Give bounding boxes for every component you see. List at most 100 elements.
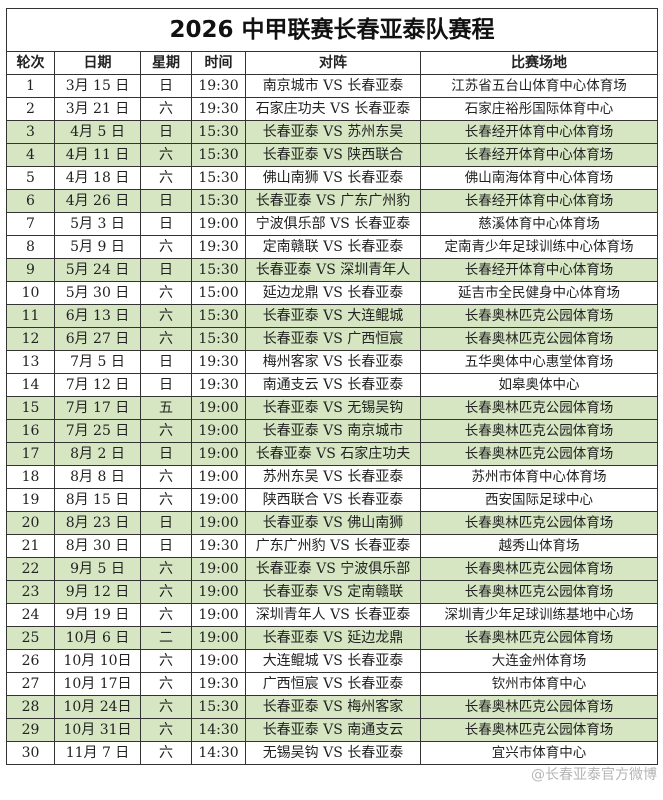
cell-match: 长春亚泰 VS 延边龙鼎 [245,626,421,650]
cell-round: 25 [6,626,55,650]
cell-match: 长春亚泰 VS 广东广州豹 [245,189,421,213]
cell-venue: 长春经开体育中心体育场 [419,120,659,144]
header-round: 轮次 [6,51,55,75]
cell-round: 18 [6,465,55,489]
cell-venue: 长春奥林匹克公园体育场 [419,718,659,742]
cell-round: 9 [6,258,55,282]
cell-round: 5 [6,166,55,190]
cell-weekday: 五 [140,396,192,420]
cell-time: 19:00 [191,626,246,650]
cell-round: 30 [6,741,55,765]
cell-time: 19:30 [191,534,246,558]
cell-date: 9月 19 日 [54,603,141,627]
table-row: 30 11月 7 日六 14:30 无锡吴钩 VS 长春亚泰 宜兴市体育中心 [6,741,659,765]
cell-time: 15:30 [191,189,246,213]
cell-time: 19:00 [191,419,246,443]
cell-date: 5月 9 日 [54,235,141,259]
cell-match: 长春亚泰 VS 苏州东吴 [245,120,421,144]
cell-weekday: 六 [140,166,192,190]
cell-date: 7月 12 日 [54,373,141,397]
cell-date: 8月 8 日 [54,465,141,489]
table-row: 18 8月 8 日六 19:00 苏州东吴 VS 长春亚泰 苏州市体育中心体育场 [6,465,659,489]
table-row: 5 4月 18 日六 15:30 佛山南狮 VS 长春亚泰 佛山南海体育中心体育场 [6,166,659,190]
cell-time: 14:30 [191,718,246,742]
cell-match: 大连鲲城 VS 长春亚泰 [245,649,421,673]
cell-date: 5月 3 日 [54,212,141,236]
table-row: 24 9月 19 日六 19:00 深圳青年人 VS 长春亚泰 深圳青少年足球训练基地中… [6,603,659,627]
cell-date: 10月 6 日 [54,626,141,650]
table-row: 7 5月 3 日日 19:00 宁波俱乐部 VS 长春亚泰 慈溪体育中心体育场 [6,212,659,236]
cell-match: 佛山南狮 VS 长春亚泰 [245,166,421,190]
cell-venue: 江苏省五台山体育中心体育场 [419,74,659,98]
cell-venue: 长春经开体育中心体育场 [419,189,659,213]
table-row: 26 10月 10日六 19:00 大连鲲城 VS 长春亚泰 大连金州体育场 [6,649,659,673]
table-row: 23 9月 12 日六 19:00 长春亚泰 VS 定南赣联 长春奥林匹克公园体育场 [6,580,659,604]
cell-match: 南京城市 VS 长春亚泰 [245,74,421,98]
cell-venue: 长春奥林匹克公园体育场 [419,304,659,328]
table-row: 2 3月 21 日六 19:30 石家庄功夫 VS 长春亚泰 石家庄裕彤国际体育中心 [6,97,659,121]
cell-weekday: 日 [140,350,192,374]
cell-date: 8月 23 日 [54,511,141,535]
table-row: 22 9月 5 日六 19:00 长春亚泰 VS 宁波俱乐部 长春奥林匹克公园体育场 [6,557,659,581]
table-row: 14 7月 12 日日 19:30 南通支云 VS 长春亚泰 如皋奥体中心 [6,373,659,397]
cell-time: 19:00 [191,488,246,512]
header-date: 日期 [54,51,141,75]
table-row: 3 4月 5 日日 15:30 长春亚泰 VS 苏州东吴 长春经开体育中心体育场 [6,120,659,144]
cell-round: 11 [6,304,55,328]
cell-weekday: 六 [140,488,192,512]
cell-date: 10月 17日 [54,672,141,696]
cell-round: 27 [6,672,55,696]
cell-venue: 石家庄裕彤国际体育中心 [419,97,659,121]
cell-date: 4月 26 日 [54,189,141,213]
cell-round: 19 [6,488,55,512]
cell-venue: 西安国际足球中心 [419,488,659,512]
cell-weekday: 六 [140,695,192,719]
cell-match: 宁波俱乐部 VS 长春亚泰 [245,212,421,236]
cell-weekday: 六 [140,465,192,489]
cell-weekday: 六 [140,281,192,305]
cell-match: 长春亚泰 VS 石家庄功夫 [245,442,421,466]
cell-time: 19:00 [191,396,246,420]
table-row: 1 3月 15 日日 19:30 南京城市 VS 长春亚泰 江苏省五台山体育中心体育场 [6,74,659,98]
cell-date: 5月 30 日 [54,281,141,305]
cell-round: 8 [6,235,55,259]
cell-weekday: 日 [140,212,192,236]
cell-venue: 大连金州体育场 [419,649,659,673]
cell-round: 6 [6,189,55,213]
cell-round: 26 [6,649,55,673]
cell-time: 19:30 [191,97,246,121]
cell-round: 23 [6,580,55,604]
cell-date: 10月 10日 [54,649,141,673]
cell-date: 5月 24 日 [54,258,141,282]
cell-weekday: 六 [140,672,192,696]
cell-match: 深圳青年人 VS 长春亚泰 [245,603,421,627]
cell-venue: 长春奥林匹克公园体育场 [419,695,659,719]
table-row: 25 10月 6 日二 19:00 长春亚泰 VS 延边龙鼎 长春奥林匹克公园体育场 [6,626,659,650]
cell-match: 长春亚泰 VS 南通支云 [245,718,421,742]
table-row: 16 7月 25 日六 19:00 长春亚泰 VS 南京城市 长春奥林匹克公园体育场 [6,419,659,443]
cell-time: 19:00 [191,557,246,581]
cell-match: 长春亚泰 VS 大连鲲城 [245,304,421,328]
cell-time: 15:30 [191,327,246,351]
cell-match: 长春亚泰 VS 定南赣联 [245,580,421,604]
cell-round: 16 [6,419,55,443]
cell-time: 19:00 [191,212,246,236]
cell-venue: 长春经开体育中心体育场 [419,258,659,282]
cell-venue: 五华奥体中心惠堂体育场 [419,350,659,374]
cell-weekday: 日 [140,511,192,535]
cell-weekday: 日 [140,120,192,144]
cell-weekday: 六 [140,580,192,604]
cell-date: 10月 24日 [54,695,141,719]
cell-venue: 长春奥林匹克公园体育场 [419,442,659,466]
cell-time: 15:30 [191,695,246,719]
cell-time: 19:00 [191,465,246,489]
cell-round: 3 [6,120,55,144]
cell-date: 8月 30 日 [54,534,141,558]
cell-date: 3月 15 日 [54,74,141,98]
table-row: 6 4月 26 日日 15:30 长春亚泰 VS 广东广州豹 长春经开体育中心体育场 [6,189,659,213]
cell-venue: 越秀山体育场 [419,534,659,558]
cell-weekday: 六 [140,143,192,167]
cell-venue: 长春奥林匹克公园体育场 [419,419,659,443]
cell-venue: 深圳青少年足球训练基地中心场 [419,603,659,627]
cell-time: 15:30 [191,304,246,328]
